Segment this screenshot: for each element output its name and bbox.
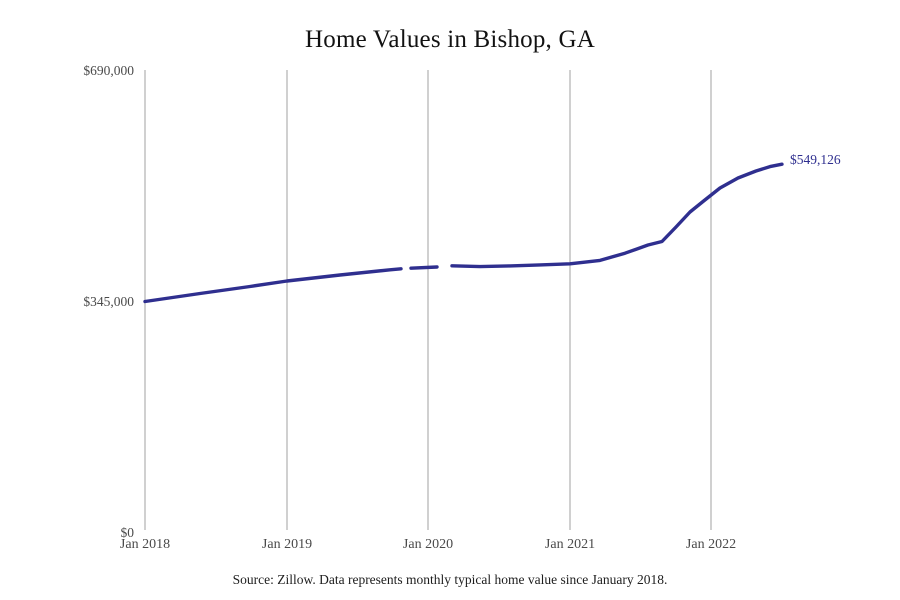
x-tick-label-jan-2020: Jan 2020 [402, 537, 454, 552]
x-tick-label-jan-2018: Jan 2018 [119, 537, 171, 552]
endpoint-value-label: $549,126 [790, 152, 841, 167]
line-segment-2 [409, 265, 439, 270]
data-series-home-values [143, 162, 784, 304]
line-segment-1 [143, 267, 403, 304]
y-tick-label-bottom: $0 [120, 525, 135, 540]
line-segment-3 [450, 162, 784, 269]
source-note: Source: Zillow. Data represents monthly … [232, 572, 668, 587]
y-tick-label-top: $690,000 [83, 63, 134, 78]
x-tick-label-jan-2022: Jan 2022 [685, 537, 737, 552]
gridlines [144, 70, 712, 530]
x-tick-label-jan-2021: Jan 2021 [544, 537, 596, 552]
x-tick-label-jan-2019: Jan 2019 [261, 537, 313, 552]
y-axis: $690,000 $345,000 $0 [0, 0, 134, 600]
y-tick-label-middle: $345,000 [83, 294, 134, 309]
chart-title: Home Values in Bishop, GA [305, 26, 595, 53]
